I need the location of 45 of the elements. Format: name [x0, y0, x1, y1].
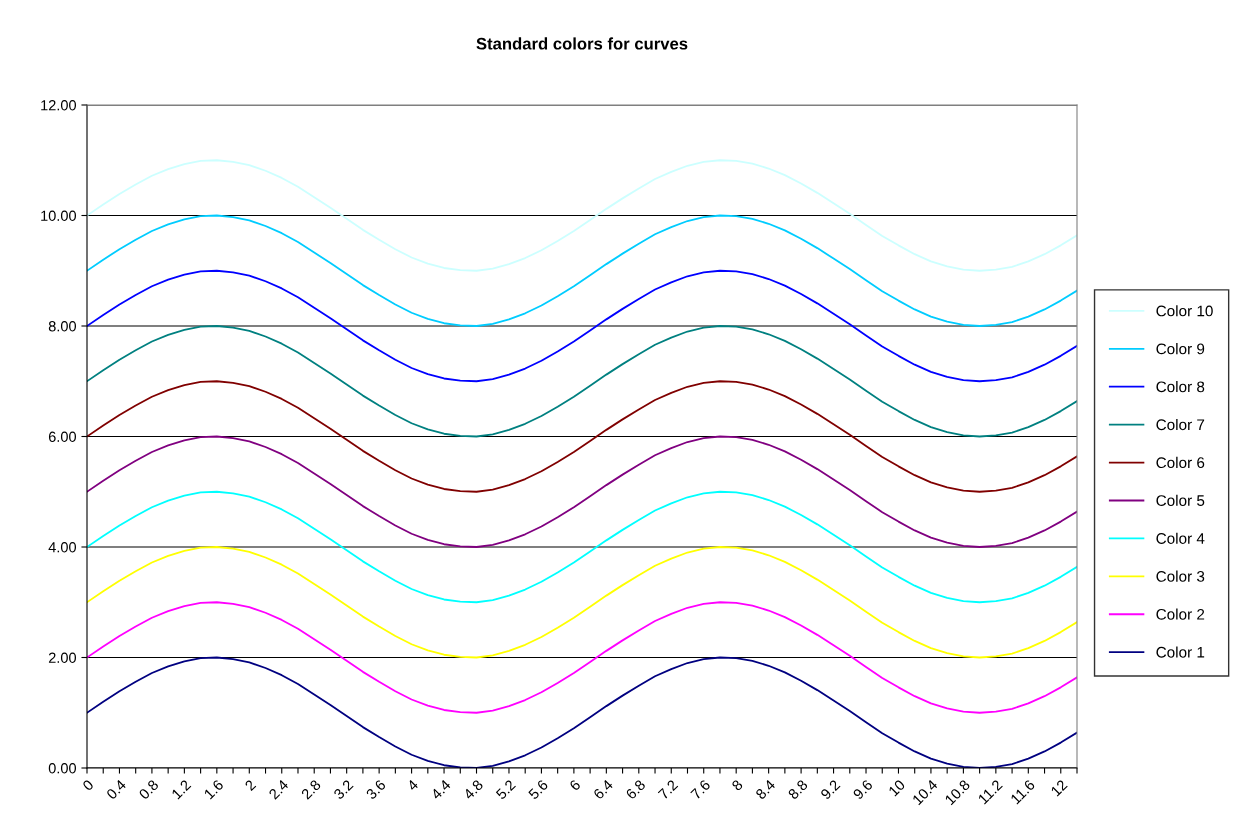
- legend-label: Color 1: [1156, 646, 1205, 658]
- x-tick-label: 2.4: [268, 778, 289, 800]
- y-tick-label: 0.00: [48, 763, 77, 774]
- x-tick-label: 1.6: [203, 779, 224, 800]
- x-tick-label: 8.4: [755, 778, 776, 800]
- x-tick-label: 6: [568, 779, 582, 792]
- x-tick-label: 7.2: [657, 779, 679, 800]
- legend-label: Color 8: [1156, 380, 1205, 393]
- x-tick-label: 0.4: [105, 778, 127, 800]
- legend-label: Color 7: [1156, 418, 1205, 431]
- x-tick-label: 4.8: [462, 779, 484, 801]
- legend-label: Color 4: [1156, 532, 1205, 544]
- y-tick-label: 12.00: [41, 100, 77, 111]
- legend-label: Color 3: [1156, 570, 1205, 582]
- x-tick-label: 7.6: [690, 779, 711, 800]
- legend-label: Color 6: [1156, 456, 1205, 469]
- x-tick-label: 6.8: [625, 779, 646, 800]
- x-tick-label: 8: [731, 779, 744, 792]
- chart-title: Standard colors for curves: [476, 37, 688, 50]
- x-tick-label: 8.8: [787, 779, 809, 800]
- x-tick-label: 1.2: [171, 779, 192, 800]
- y-tick-label: 10.00: [41, 210, 77, 221]
- legend-label: Color 10: [1156, 305, 1213, 317]
- x-tick-label: 3.2: [333, 779, 354, 800]
- x-tick-label: 3.6: [365, 779, 387, 800]
- x-tick-label: 5.6: [527, 779, 549, 800]
- legend-label: Color 9: [1156, 343, 1205, 355]
- x-tick-label: 9.6: [852, 779, 874, 800]
- x-tick-label: 0.8: [138, 779, 160, 800]
- x-tick-label: 0: [81, 779, 95, 792]
- y-tick-label: 8.00: [48, 321, 77, 332]
- x-tick-label: 2.8: [300, 779, 322, 800]
- x-tick-label: 4.4: [430, 779, 452, 800]
- x-tick-label: 6.4: [592, 778, 614, 800]
- y-tick-label: 2.00: [48, 652, 77, 663]
- x-tick-label: 2: [244, 779, 257, 792]
- x-tick-label: 12: [1050, 779, 1068, 797]
- y-tick-label: 6.00: [48, 431, 77, 442]
- x-tick-label: 10: [888, 779, 906, 797]
- legend-label: Color 5: [1156, 494, 1205, 506]
- x-tick-label: 4: [406, 779, 419, 792]
- x-tick-label: 5.2: [495, 779, 517, 800]
- legend-label: Color 2: [1156, 608, 1205, 620]
- x-tick-label: 9.2: [819, 779, 841, 800]
- y-tick-label: 4.00: [48, 542, 77, 553]
